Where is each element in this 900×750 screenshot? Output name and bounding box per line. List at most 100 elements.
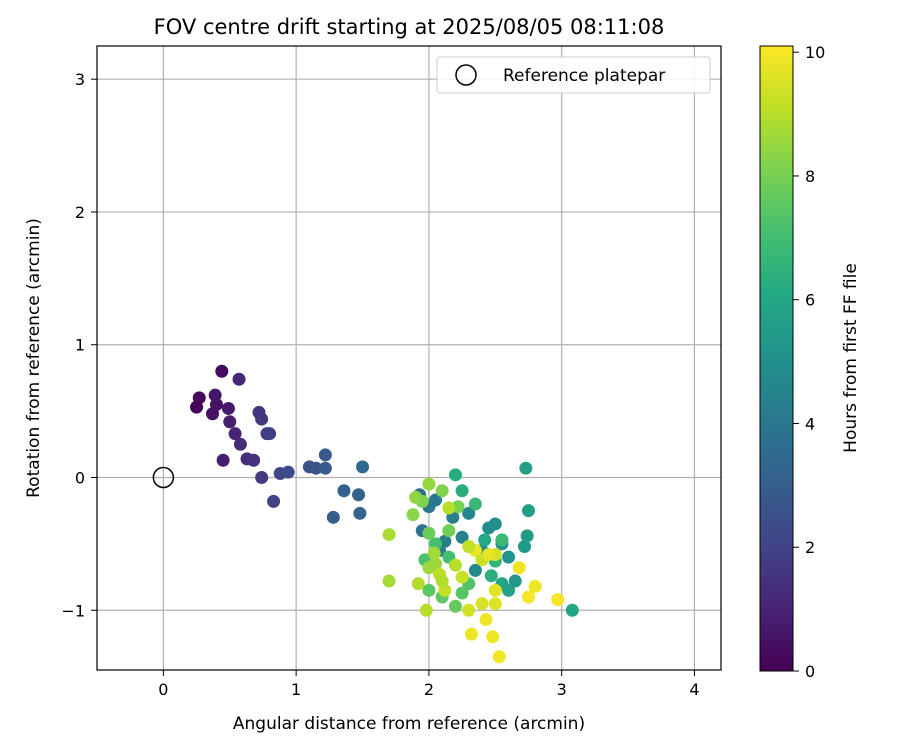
colorbar-frame xyxy=(759,45,794,672)
data-point-99 xyxy=(462,540,476,554)
data-point-59 xyxy=(468,497,482,511)
y-tick-label-4: 3 xyxy=(75,70,85,89)
colorbar-tick-label-1: 2 xyxy=(805,538,815,557)
y-tick-label-2: 1 xyxy=(75,336,85,355)
legend: Reference platepar xyxy=(436,56,711,94)
colorbar-tick-label-0: 0 xyxy=(805,662,815,681)
data-point-106 xyxy=(442,501,456,515)
y-tick-label-1: 0 xyxy=(75,468,85,487)
colorbar-tick-label-5: 10 xyxy=(805,43,825,62)
data-point-65 xyxy=(455,586,469,600)
y-tick-label-3: 2 xyxy=(75,203,85,222)
data-point-11 xyxy=(233,437,247,451)
colorbar-label: Hours from first FF file xyxy=(841,263,861,453)
data-point-8 xyxy=(223,415,237,429)
data-point-19 xyxy=(267,494,281,508)
data-point-38 xyxy=(455,530,469,544)
data-point-90 xyxy=(479,613,493,627)
data-point-30 xyxy=(356,460,370,474)
y-axis-ticks: −1 0 1 2 3 xyxy=(61,70,97,620)
x-tick-label-1: 1 xyxy=(291,680,301,699)
data-point-49 xyxy=(521,504,535,518)
data-point-70 xyxy=(442,524,456,538)
data-point-45 xyxy=(502,550,516,564)
data-point-81 xyxy=(419,603,433,617)
data-point-93 xyxy=(551,593,565,607)
data-point-103 xyxy=(422,561,436,575)
data-point-28 xyxy=(352,488,366,502)
data-point-55 xyxy=(448,468,462,482)
data-point-47 xyxy=(518,540,532,554)
data-point-46 xyxy=(508,574,522,588)
legend-marker-icon xyxy=(455,64,477,86)
x-tick-label-3: 3 xyxy=(557,680,567,699)
data-point-2 xyxy=(215,364,229,378)
plot-frame xyxy=(96,45,722,671)
data-point-57 xyxy=(484,569,498,583)
data-point-5 xyxy=(208,388,222,402)
data-point-68 xyxy=(448,599,462,613)
colorbar-gradient xyxy=(760,46,793,671)
data-point-91 xyxy=(486,630,500,644)
data-points xyxy=(190,364,579,664)
data-point-78 xyxy=(382,574,396,588)
data-point-53 xyxy=(565,603,579,617)
data-point-101 xyxy=(435,574,449,588)
reference-marker-layer xyxy=(152,466,175,489)
data-point-15 xyxy=(255,412,269,426)
data-point-102 xyxy=(427,546,441,560)
data-point-56 xyxy=(455,484,469,498)
data-point-54 xyxy=(478,533,492,547)
data-point-79 xyxy=(382,528,396,542)
data-point-13 xyxy=(247,453,261,467)
colorbar-tick-label-4: 8 xyxy=(805,167,815,186)
data-point-9 xyxy=(228,427,242,441)
data-point-104 xyxy=(482,547,496,561)
data-point-40 xyxy=(468,563,482,577)
data-point-6 xyxy=(221,401,235,415)
x-axis-ticks: 0 1 2 3 4 xyxy=(158,670,700,699)
data-point-92 xyxy=(492,650,506,664)
data-point-60 xyxy=(495,533,509,547)
data-point-50 xyxy=(519,461,533,475)
data-point-21 xyxy=(281,465,295,479)
data-point-1 xyxy=(192,391,206,405)
data-point-87 xyxy=(488,597,502,611)
y-tick-label-0: −1 xyxy=(61,601,85,620)
data-point-94 xyxy=(521,590,535,604)
data-point-29 xyxy=(353,506,367,520)
data-point-43 xyxy=(488,517,502,531)
legend-label: Reference platepar xyxy=(503,66,665,86)
data-point-18 xyxy=(263,427,277,441)
x-tick-label-4: 4 xyxy=(689,680,699,699)
y-axis-label: Rotation from reference (arcmin) xyxy=(24,218,44,498)
data-point-10 xyxy=(232,372,246,386)
data-point-85 xyxy=(462,603,476,617)
data-point-76 xyxy=(422,477,436,491)
legend-box xyxy=(436,56,711,94)
x-tick-label-2: 2 xyxy=(424,680,434,699)
data-point-88 xyxy=(488,583,502,597)
data-point-24 xyxy=(318,461,332,475)
data-point-26 xyxy=(326,510,340,524)
colorbar-ticks: 0 2 4 6 8 10 xyxy=(793,43,825,681)
data-point-73 xyxy=(435,484,449,498)
data-point-25 xyxy=(318,448,332,462)
data-point-80 xyxy=(411,577,425,591)
data-point-74 xyxy=(406,508,420,522)
data-point-16 xyxy=(255,470,269,484)
data-point-23 xyxy=(309,461,323,475)
data-point-100 xyxy=(448,558,462,572)
x-tick-label-0: 0 xyxy=(158,680,168,699)
data-point-84 xyxy=(455,570,469,584)
chart-title: FOV centre drift starting at 2025/08/05 … xyxy=(154,15,665,39)
data-point-89 xyxy=(464,627,478,641)
data-point-27 xyxy=(337,484,351,498)
data-point-48 xyxy=(520,529,534,543)
data-point-39 xyxy=(462,506,476,520)
data-point-95 xyxy=(512,561,526,575)
data-point-86 xyxy=(475,597,489,611)
data-point-7 xyxy=(216,453,230,467)
